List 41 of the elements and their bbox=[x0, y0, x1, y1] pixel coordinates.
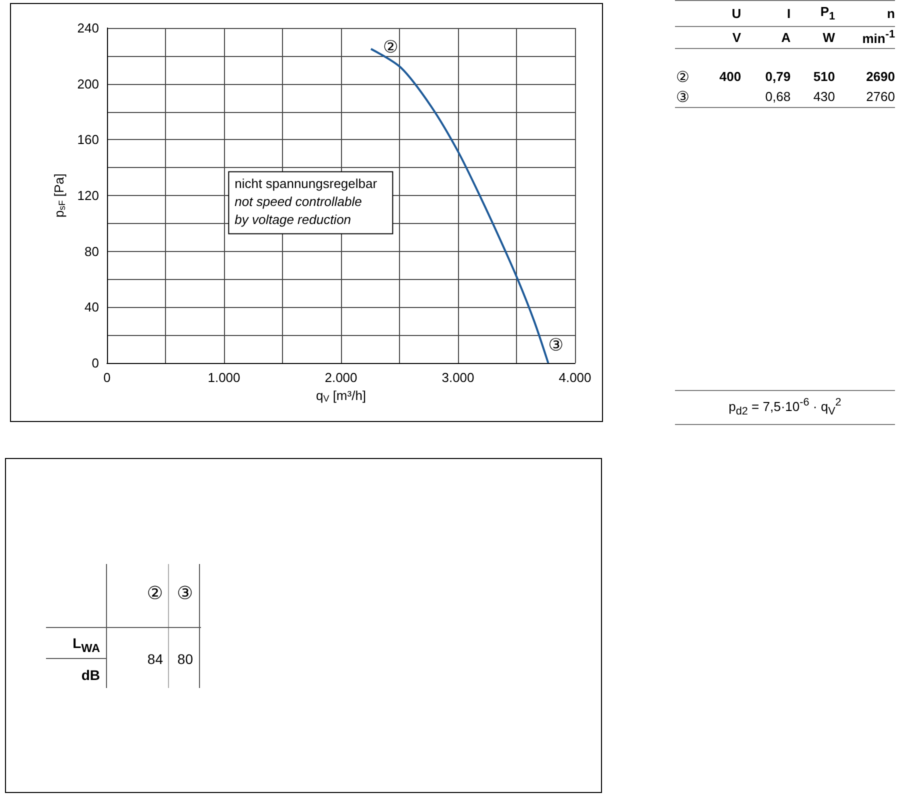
annotation: by voltage reduction bbox=[234, 212, 352, 227]
x-tick-label: 4.000 bbox=[558, 370, 592, 385]
x-tick-label: 0 bbox=[103, 370, 111, 385]
data-label: 2690 bbox=[865, 68, 895, 86]
text: ② bbox=[675, 66, 690, 87]
data-label: 510 bbox=[812, 68, 836, 86]
y-tick-label: 160 bbox=[77, 132, 99, 148]
annotation: nicht spannungsregelbar bbox=[234, 176, 378, 191]
text: W bbox=[822, 30, 836, 46]
text: ③ bbox=[675, 86, 690, 108]
text: dB bbox=[81, 667, 100, 683]
text: A bbox=[781, 30, 791, 46]
data-label: 84 bbox=[146, 651, 163, 667]
category-label: ② bbox=[146, 583, 163, 604]
data-label: 80 bbox=[176, 651, 193, 667]
annotation: not speed controllable bbox=[234, 194, 362, 209]
text: V bbox=[732, 30, 742, 46]
text: L$_{WA}$ bbox=[72, 635, 100, 655]
text: min$^{-1}$ bbox=[862, 29, 895, 46]
y-tick-label: 40 bbox=[84, 300, 99, 315]
category-label: I bbox=[786, 6, 791, 21]
category-label: n bbox=[887, 6, 895, 21]
y-tick-label: 240 bbox=[77, 20, 99, 36]
data-label: 2760 bbox=[865, 88, 895, 106]
y-axis-title: psF [Pa] bbox=[51, 174, 67, 218]
annotation: ③ bbox=[548, 336, 564, 356]
y-tick-label: 0 bbox=[92, 356, 99, 370]
data-label: 0,68 bbox=[764, 88, 791, 106]
annotation: ② bbox=[382, 37, 398, 58]
x-tick-label: 2.000 bbox=[324, 370, 358, 385]
x-tick-label: 1.000 bbox=[208, 370, 240, 385]
data-label: 0,79 bbox=[764, 68, 791, 86]
y-tick-label: 80 bbox=[84, 244, 99, 259]
category-label: ③ bbox=[176, 583, 193, 604]
y-tick-label: 120 bbox=[77, 188, 99, 203]
category-label: P$_{1}$ bbox=[820, 4, 836, 23]
data-label: 400 bbox=[718, 68, 742, 86]
category-label: U bbox=[732, 6, 742, 21]
y-tick-label: 200 bbox=[77, 76, 99, 92]
data-label: 430 bbox=[812, 88, 836, 106]
x-tick-label: 3.000 bbox=[442, 370, 474, 385]
